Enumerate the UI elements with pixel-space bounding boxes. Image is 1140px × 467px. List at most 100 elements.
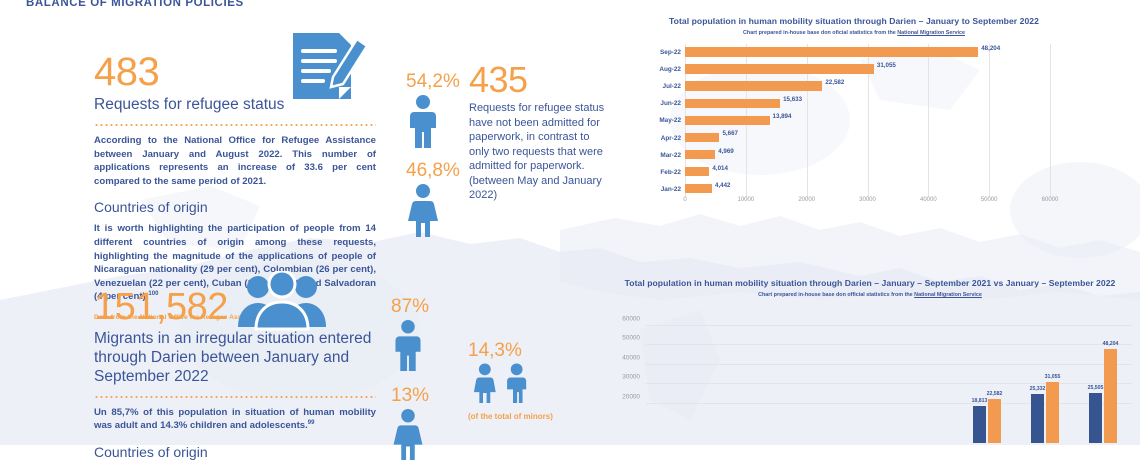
bar-fill [685,184,713,194]
chart-bar[interactable]: 48,204 [1103,316,1118,443]
chart-bar[interactable]: 25,332 [1029,316,1046,443]
chart-bar-group[interactable]: 25,505 48,204 [1074,316,1132,443]
bar-value-label: 31,055 [1044,374,1061,381]
stat-value-483: 483 [94,50,160,94]
chart-bar-group[interactable]: 18,813 22,582 [958,316,1016,443]
chart-bar-row[interactable]: Apr-22 5,667 [654,129,1050,146]
bar-fill [973,406,986,443]
chart-x-axis: 0 10000 20000 30000 40000 50000 60000 [683,197,1058,213]
adult-percent-value: 87% [391,296,430,317]
chart-subtitle-link[interactable]: National Migration Service [914,292,982,298]
chart-bar-row[interactable]: Jul-22 22,582 [654,78,1050,95]
chart-bar-group[interactable]: 25,332 31,055 [1016,316,1074,443]
bar-fill [685,64,874,74]
chart-plot-area: Sep-22 48,204 Aug-22 31,055 Jul-22 22,582 Jun-… [654,44,1058,219]
chart-subtitle: Chart prepared in-house base don officia… [600,292,1140,298]
y-axis-tick: 60000 [622,315,640,323]
stat-value-151582: 151,582 [94,286,228,328]
x-axis-tick: 40000 [919,197,937,203]
bar-value-label: 15,633 [783,96,803,104]
child-pair-icons [473,363,527,403]
bar-value-label: 18,813 [971,398,988,405]
x-axis-tick: 60000 [1041,197,1059,203]
chart-bar-row[interactable]: May-22 13,894 [654,112,1050,129]
chart-title: Total population in human mobility situa… [624,278,1116,288]
x-axis-tick: 0 [683,197,687,203]
bar-track: 4,969 [685,147,1050,164]
chart-bar[interactable]: 18,813 [971,316,988,443]
male-percent-value: 54,2% [406,71,460,92]
people-group-icon [238,271,326,331]
chart-bars: Sep-22 48,204 Aug-22 31,055 Jul-22 22,582 Jun-… [654,44,1050,197]
child-percent-value: 13% [391,385,430,406]
bar-value-label: 48,204 [981,45,1001,52]
bar-value-label: 22,582 [986,390,1003,397]
x-axis-tick: 30000 [859,197,876,203]
bar-category-label: May-22 [659,117,681,125]
bar-fill [1046,382,1059,443]
bar-fill [1089,393,1102,443]
bar-track: 31,055 [685,61,1050,78]
gridline [989,44,991,197]
male-person-icon [395,319,421,371]
x-axis-tick: 20000 [798,197,815,203]
male-person-icon [410,95,436,148]
y-axis-tick: 50000 [622,334,640,342]
stat-block-irregular-migrants: 151,582 Migrants in an irregular situati… [94,288,376,467]
stat-female-share: 46,8% [406,161,460,242]
bar-fill [685,81,823,91]
y-axis-tick: 20000 [622,393,640,401]
bar-fill [1104,348,1117,443]
chart-subtitle: Chart prepared in-house base don oficial… [654,30,1054,36]
bar-value-label: 4,014 [712,164,728,172]
chart-bar-row[interactable]: Jun-22 15,633 [654,95,1050,112]
chart-bar-row[interactable]: Aug-22 31,055 [654,61,1050,78]
bar-value-label: 4,969 [718,147,734,155]
chart-bar[interactable]: 31,055 [1044,316,1061,443]
bar-track: 4,014 [685,164,1050,181]
bar-value-label: 25,505 [1087,385,1104,392]
bar-category-label: Jan-22 [660,185,681,193]
chart-bar-row[interactable]: Feb-22 4,014 [654,164,1050,181]
bar-value-label: 22,582 [825,79,845,87]
bar-category-label: Aug-22 [659,66,681,74]
stat-desc-435: Requests for refugee status have not bee… [469,102,605,202]
female-person-icon [393,408,423,460]
bar-category-label: Sep-22 [660,49,681,57]
bar-category-label: Apr-22 [660,134,681,142]
stat-label-151582: Migrants in an irregular situation enter… [94,330,372,385]
chart-bar-row[interactable]: Mar-22 4,969 [654,147,1050,164]
chart-bar-row[interactable]: Jan-22 4,442 [654,181,1050,198]
dotted-divider-2 [94,395,376,398]
footnote-marker-99: 99 [307,420,315,427]
bar-category-label: Jul-22 [662,83,681,91]
x-axis-tick: 50000 [980,197,998,203]
chart-subtitle-link[interactable]: National Migration Service [897,30,965,36]
bar-track: 15,633 [685,95,1050,112]
stat-body-151582: Un 85,7% of this population in situation… [94,406,376,433]
child-boy-icon [507,363,527,403]
bar-value-label: 5,667 [722,130,738,138]
section-title-countries-of-origin-1: Countries of origin [94,199,208,216]
bar-fill [1031,393,1044,443]
bar-fill [685,132,720,143]
dotted-divider [94,123,376,126]
bar-fill [685,166,710,177]
bar-value-label: 31,055 [876,62,896,70]
chart-bar[interactable]: 25,505 [1087,316,1104,443]
stat-minors-share: 14,3% (of the total of minors) [468,341,553,421]
chart-bars: 18,813 22,582 25,332 31,055 25,505 48,204 [646,316,1132,443]
bar-track: 4,442 [685,181,1050,198]
bar-category-label: Mar-22 [660,151,681,159]
chart-title: Total population in human mobility situa… [669,16,1039,26]
stat-value-435: 435 [469,59,528,100]
chart-bar[interactable]: 22,582 [986,316,1003,443]
gridline [928,44,930,197]
chart-bar-row[interactable]: Sep-22 48,204 [654,44,1050,61]
page-title: BALANCE OF MIGRATION POLICIES [26,0,244,9]
bar-value-label: 4,442 [715,181,731,189]
stat-male-share: 54,2% [406,72,460,153]
bar-value-label: 25,332 [1029,385,1046,392]
bar-track: 13,894 [685,112,1050,129]
minors-percent-value: 14,3% [468,340,522,361]
